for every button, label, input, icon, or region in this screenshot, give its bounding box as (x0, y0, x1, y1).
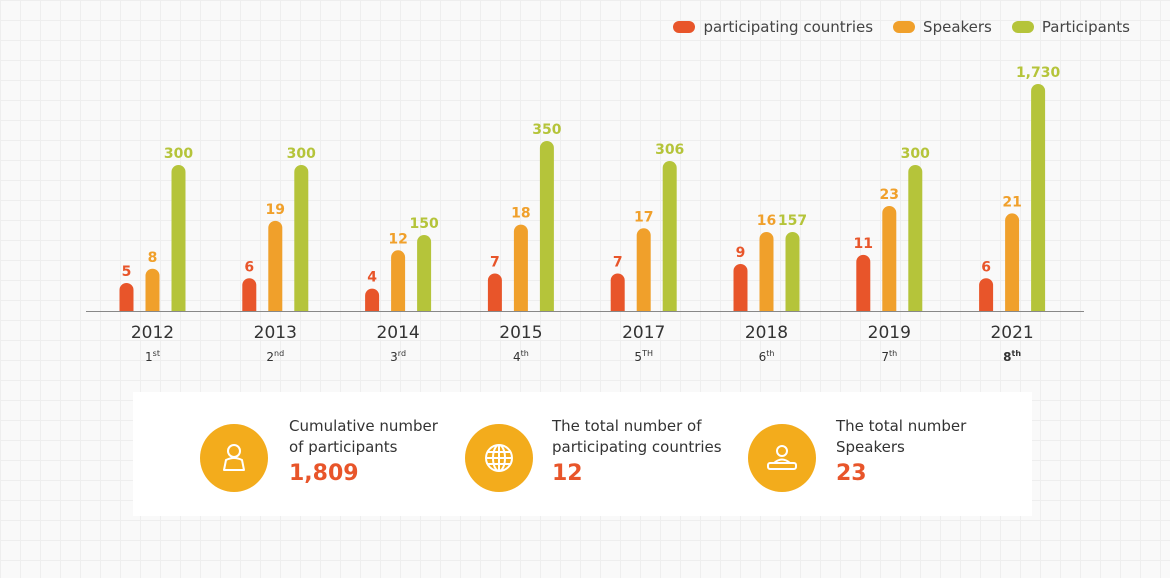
stat-label-line: Cumulative number (289, 417, 438, 435)
bar (294, 165, 309, 311)
speaker-icon (748, 424, 816, 492)
data-label: 1,730 (1016, 65, 1061, 81)
bar (856, 254, 871, 311)
data-label: 350 (532, 122, 561, 138)
bar (1005, 213, 1020, 311)
bar (119, 283, 134, 311)
bar (882, 206, 897, 311)
data-label: 306 (655, 142, 684, 158)
data-label: 21 (1002, 194, 1021, 210)
bar (242, 278, 257, 311)
x-tick-label: 2013 (254, 323, 297, 343)
stat-label-line: participating countries (552, 438, 722, 456)
data-label: 4 (367, 270, 377, 286)
stat-value-countries: 12 (552, 461, 583, 486)
data-label: 157 (778, 213, 807, 229)
legend-swatch-participants (1011, 21, 1034, 33)
legend-swatch-countries (673, 21, 696, 33)
data-label: 150 (409, 216, 438, 232)
data-label: 6 (244, 259, 254, 275)
stat-label-line: The total number (836, 417, 967, 435)
stat-label-speakers: The total number Speakers (836, 416, 966, 458)
bar (785, 232, 800, 311)
stat-label-line: The total number of (552, 417, 702, 435)
bar (513, 224, 528, 311)
data-label: 300 (287, 146, 316, 162)
x-tick-label: 2014 (376, 323, 419, 343)
data-label: 17 (634, 209, 653, 225)
edition-label: 4th (513, 349, 529, 364)
data-label: 8 (148, 250, 158, 266)
bar (636, 228, 651, 311)
summary-panel: Cumulative number of participants 1,809 … (133, 392, 1032, 516)
data-label: 300 (164, 146, 193, 162)
edition-label: 6th (759, 349, 775, 364)
x-tick-label: 2019 (868, 323, 911, 343)
globe-icon (465, 424, 533, 492)
legend-item-participants: Participants (1011, 18, 1130, 36)
edition-label: 5TH (634, 349, 653, 364)
person-icon (200, 424, 268, 492)
bar (145, 268, 160, 311)
stat-label-countries: The total number of participating countr… (552, 416, 722, 458)
data-label: 11 (854, 236, 873, 252)
bar (1031, 84, 1046, 312)
bar (539, 141, 554, 311)
data-label: 18 (511, 206, 530, 222)
bar (733, 264, 748, 311)
legend-label-countries: participating countries (703, 18, 874, 36)
chart-legend: participating countries Speakers Partici… (673, 18, 1130, 36)
edition-label: 3rd (390, 349, 406, 364)
x-tick-label: 2015 (499, 323, 542, 343)
bar (908, 165, 923, 311)
data-label: 6 (981, 259, 991, 275)
bar (759, 232, 774, 311)
bar (268, 220, 283, 311)
bar (171, 165, 186, 311)
legend-label-speakers: Speakers (923, 18, 992, 36)
data-label: 19 (266, 202, 285, 218)
x-tick-label: 2017 (622, 323, 665, 343)
legend-label-participants: Participants (1041, 18, 1130, 36)
data-label: 23 (880, 187, 899, 203)
data-label: 300 (901, 146, 930, 162)
legend-item-countries: participating countries (673, 18, 873, 36)
x-tick-label: 2021 (990, 323, 1033, 343)
stat-label-line: of participants (289, 438, 398, 456)
bar (979, 278, 994, 311)
edition-label: 7th (881, 349, 897, 364)
stat-value-speakers: 23 (836, 461, 867, 486)
edition-label: 1st (145, 349, 160, 364)
x-tick-label: 2018 (745, 323, 788, 343)
data-label: 5 (122, 264, 132, 280)
bar (365, 288, 380, 311)
bar (487, 273, 502, 311)
stat-value-participants: 1,809 (289, 461, 359, 486)
x-tick-label: 2012 (131, 323, 174, 343)
edition-label: 8th (1003, 349, 1021, 364)
data-label: 9 (736, 245, 746, 261)
bar (417, 235, 432, 311)
data-label: 12 (388, 231, 407, 247)
data-label: 7 (490, 255, 500, 271)
edition-label: 2nd (266, 349, 284, 364)
data-label: 16 (757, 213, 776, 229)
bar (391, 250, 406, 311)
legend-swatch-speakers (893, 21, 916, 33)
legend-item-speakers: Speakers (893, 18, 992, 36)
data-label: 7 (613, 255, 623, 271)
bar (610, 273, 625, 311)
bar (662, 161, 677, 311)
stat-label-line: Speakers (836, 438, 905, 456)
stat-label-participants: Cumulative number of participants (289, 416, 438, 458)
